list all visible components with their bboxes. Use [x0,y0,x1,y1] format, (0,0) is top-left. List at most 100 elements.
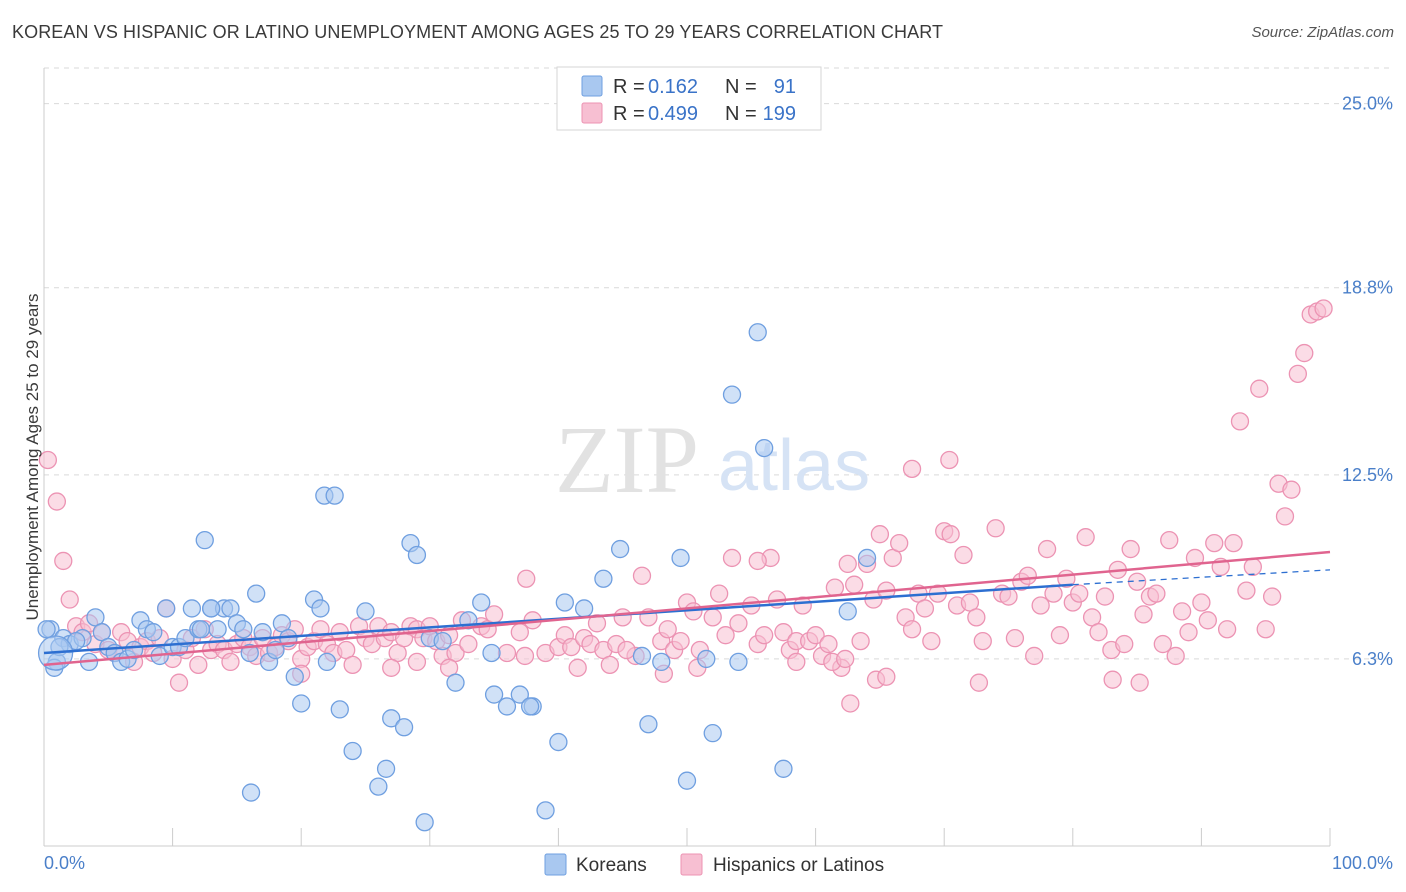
hispanic-point [870,525,890,544]
hispanic-point [189,655,208,675]
hispanic-point [999,587,1018,606]
hispanic-point [1037,539,1057,559]
hispanic-point [845,575,864,594]
korean-point [857,548,877,568]
korean-point [157,599,176,618]
korean-point [472,593,491,612]
hispanic-point [600,655,619,675]
watermark-atlas: atlas [718,426,870,506]
hispanic-point [787,652,806,672]
x-axis-ticks [43,828,1331,846]
korean-point [446,673,465,692]
y-tick-label: 6.3% [1352,649,1393,669]
korean-point [253,623,272,642]
hispanic-point [1070,584,1089,603]
hispanic-point [1172,602,1192,621]
korean-point [549,732,568,752]
hispanic-point [940,450,959,470]
korean-point [144,623,163,642]
hispanic-point [1018,566,1037,585]
hispanic-point [1262,587,1282,606]
korean-point [195,530,214,550]
legend-n-value-hispanics: 199 [763,103,796,125]
korean-point [407,545,427,565]
hispanic-point [60,590,79,609]
watermark-zip: ZIP [555,406,699,513]
korean-trend-extension [1072,569,1331,586]
hispanic-point [343,655,362,675]
hispanic-point [459,634,478,654]
hispanic-points [38,299,1333,713]
bottom-legend-hispanics: Hispanics or Latinos [713,855,884,876]
korean-point [697,649,716,669]
hispanic-point [877,667,896,686]
y-tick-label: 12.5% [1342,465,1393,485]
hispanic-point [568,658,587,677]
hispanic-point [562,637,581,657]
korean-point [497,697,517,716]
hispanic-point [973,631,992,651]
hispanic-point [825,578,845,597]
hispanic-point [806,626,825,645]
hispanic-point [587,614,607,633]
korean-point [703,724,722,743]
legend-r-value-hispanics: 0.499 [648,103,698,125]
korean-point [415,813,434,832]
hispanic-point [710,584,729,603]
hispanic-point [902,459,922,479]
korean-point [241,783,261,802]
hispanic-point [613,608,632,627]
hispanic-point [716,626,735,645]
korean-point [285,667,304,686]
hispanic-point [169,673,189,692]
korean-point [356,602,375,621]
hispanic-point [515,646,535,666]
korean-point [536,801,555,820]
hispanic-point [819,634,838,654]
trend-lines [43,550,1331,667]
korean-point [652,652,671,672]
hispanic-trend-line [43,550,1331,667]
hispanic-point [1288,364,1307,384]
korean-point [639,715,658,734]
korean-point [774,759,793,778]
hispanic-point [851,631,870,651]
korean-point [755,438,774,458]
bottom-legend-swatch-hispanics [680,853,703,876]
hispanic-point [47,492,67,511]
legend-swatch-koreans [581,75,603,97]
legend-n-label-koreans: N = [725,76,757,98]
hispanic-point [1025,646,1044,666]
hispanic-point [38,450,58,470]
chart-title: KOREAN VS HISPANIC OR LATINO UNEMPLOYMEN… [12,22,944,42]
korean-point [484,685,504,704]
hispanic-point [1095,587,1115,606]
korean-point [594,569,613,588]
hispanic-point [986,519,1005,538]
korean-point [722,385,742,404]
x-tick-label-min: 0.0% [44,853,85,873]
hispanic-point [774,623,793,642]
hispanic-point [841,694,860,713]
hispanic-point [1031,596,1050,615]
hispanic-point [902,620,922,639]
hispanic-point [1050,626,1070,645]
hispanic-point [1224,533,1243,553]
hispanic-point [658,620,677,639]
hispanic-point [729,614,748,633]
hispanic-point [1121,539,1140,559]
korean-point [677,771,697,790]
hispanic-point [1237,581,1256,600]
korean-point [610,539,630,559]
korean-point [208,620,227,639]
hispanic-point [1134,605,1153,624]
hispanic-point [1275,507,1295,526]
gridlines [44,67,1393,660]
y-tick-label: 25.0% [1342,94,1393,114]
hispanic-point [967,608,986,627]
hispanic-point [1243,557,1262,577]
hispanic-point [517,569,536,588]
hispanic-point [1130,673,1149,692]
hispanic-point [1205,533,1224,553]
hispanic-point [1179,623,1198,642]
